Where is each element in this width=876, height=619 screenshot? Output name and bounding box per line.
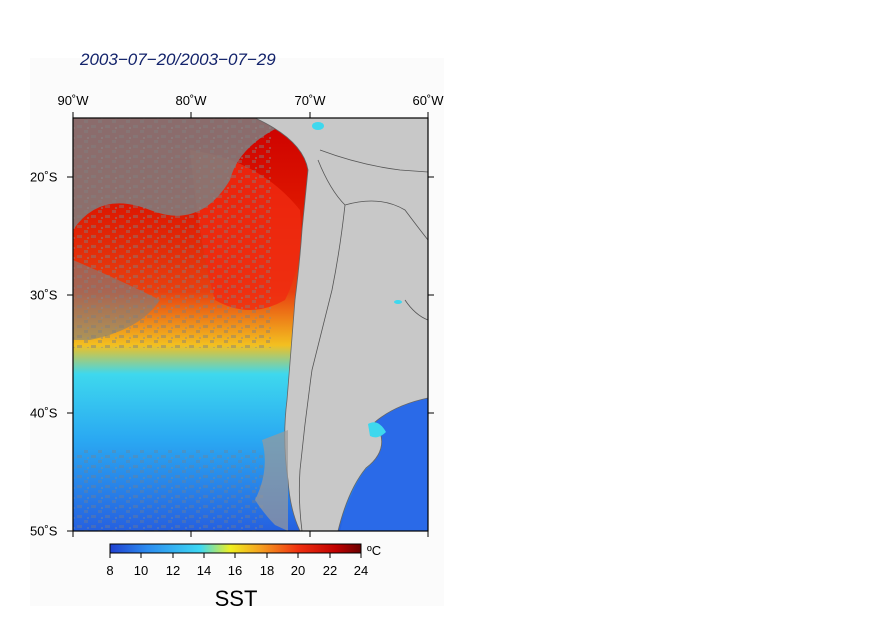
colorbar: [109, 543, 362, 554]
lon-tick-80w: 80˚W: [175, 93, 207, 108]
colorbar-ticks: [109, 553, 362, 558]
atlantic-ocean: [340, 395, 428, 531]
lake-titicaca: [312, 122, 324, 130]
colorbar-tick-20: 20: [290, 563, 306, 578]
cloud-speckle-south: [73, 450, 263, 531]
lake-small: [394, 300, 402, 304]
lon-tick-90w: 90˚W: [57, 93, 89, 108]
border-paraguay: [344, 200, 428, 241]
lat-tick-30s: 30˚S: [30, 287, 58, 303]
border-uruguay: [404, 299, 428, 321]
rio-de-la-plata: [368, 422, 386, 438]
colorbar-tick-18: 18: [259, 563, 275, 578]
colorbar-tick-12: 12: [165, 563, 181, 578]
lat-tick-40s: 40˚S: [30, 405, 58, 421]
border-chile-argentina: [298, 159, 346, 531]
lat-tick-20s: 20˚S: [30, 169, 58, 185]
colorbar-tick-14: 14: [196, 563, 212, 578]
colorbar-tick-16: 16: [227, 563, 243, 578]
border-bolivia: [319, 149, 428, 173]
colorbar-units: ºC: [367, 543, 382, 558]
lon-tick-70w: 70˚W: [294, 93, 326, 108]
chilean-islands: [255, 430, 288, 531]
colorbar-tick-22: 22: [322, 563, 338, 578]
variable-label: SST: [214, 586, 258, 611]
lon-tick-60w: 60˚W: [412, 93, 444, 108]
cloud-speckle: [73, 118, 273, 348]
colorbar-tick-10: 10: [133, 563, 149, 578]
map-frame: [72, 117, 429, 532]
map-title: 2003−07−20/2003−07−29: [80, 50, 276, 69]
lat-tick-50s: 50˚S: [30, 523, 58, 539]
tick-marks: [67, 112, 434, 537]
colorbar-tick-8: 8: [106, 563, 114, 578]
colorbar-tick-24: 24: [353, 563, 369, 578]
